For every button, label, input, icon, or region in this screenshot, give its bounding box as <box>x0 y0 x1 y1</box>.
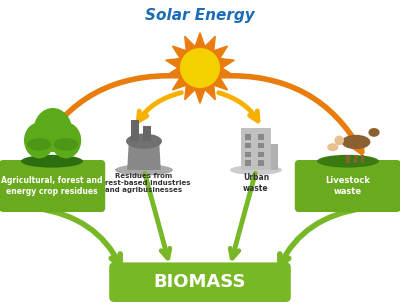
Polygon shape <box>260 144 278 170</box>
Polygon shape <box>143 126 151 141</box>
Bar <box>245 152 251 157</box>
Circle shape <box>334 136 344 145</box>
Bar <box>346 155 350 163</box>
Ellipse shape <box>230 165 282 175</box>
Ellipse shape <box>27 138 51 151</box>
Circle shape <box>181 49 219 87</box>
Ellipse shape <box>368 128 380 137</box>
Bar <box>361 155 364 163</box>
Polygon shape <box>166 33 234 103</box>
Bar <box>245 134 251 140</box>
Ellipse shape <box>115 164 173 175</box>
Bar <box>354 155 357 163</box>
Text: Livestock
waste: Livestock waste <box>325 176 370 196</box>
Text: Solar Energy: Solar Energy <box>145 8 255 23</box>
Text: Residues from
forest-based industries
and agribusinesses: Residues from forest-based industries an… <box>97 173 191 193</box>
Bar <box>245 160 251 166</box>
FancyBboxPatch shape <box>0 160 105 212</box>
Bar <box>258 134 264 140</box>
Ellipse shape <box>21 155 83 168</box>
Ellipse shape <box>126 133 162 149</box>
Text: Urban
waste: Urban waste <box>243 173 269 193</box>
Ellipse shape <box>317 155 379 168</box>
Polygon shape <box>131 120 139 141</box>
Polygon shape <box>241 128 271 170</box>
Bar <box>258 160 264 166</box>
Bar <box>245 143 251 148</box>
Text: Agricultural, forest and
energy crop residues: Agricultural, forest and energy crop res… <box>2 176 103 196</box>
Ellipse shape <box>54 138 78 151</box>
Ellipse shape <box>24 122 54 159</box>
Ellipse shape <box>34 108 72 152</box>
Ellipse shape <box>327 143 338 151</box>
Text: BIOMASS: BIOMASS <box>154 273 246 291</box>
Ellipse shape <box>51 122 81 159</box>
Bar <box>258 143 264 148</box>
Polygon shape <box>127 141 161 170</box>
Ellipse shape <box>342 135 370 149</box>
Bar <box>258 152 264 157</box>
FancyBboxPatch shape <box>109 262 291 302</box>
FancyBboxPatch shape <box>295 160 400 212</box>
